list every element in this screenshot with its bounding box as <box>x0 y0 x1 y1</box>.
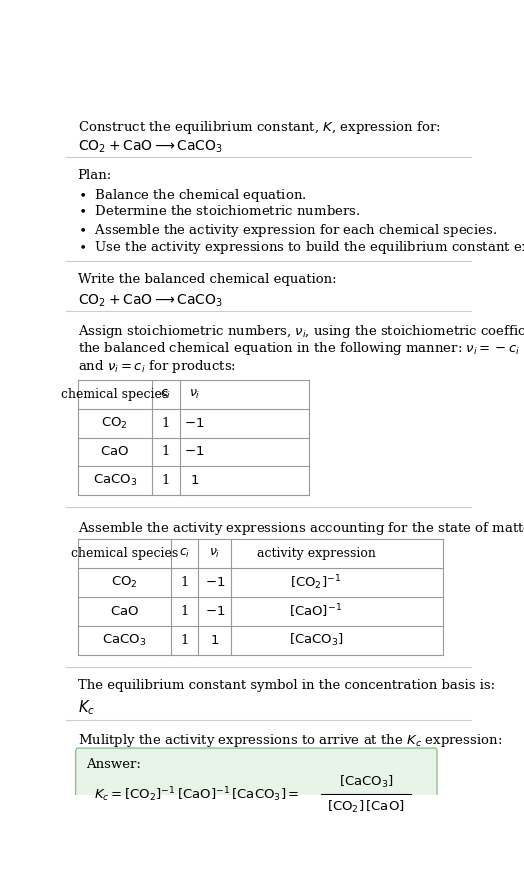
Text: $\nu_i$: $\nu_i$ <box>189 388 200 401</box>
Text: $K_c = [\mathrm{CO_2}]^{-1}\,[\mathrm{CaO}]^{-1}\,[\mathrm{CaCO_3}] = $: $K_c = [\mathrm{CO_2}]^{-1}\,[\mathrm{Ca… <box>94 785 299 804</box>
Text: $\mathrm{CO_2}$: $\mathrm{CO_2}$ <box>101 415 128 430</box>
Text: $-1$: $-1$ <box>184 446 205 458</box>
Text: $[\mathrm{CaCO_3}]$: $[\mathrm{CaCO_3}]$ <box>289 632 343 648</box>
Text: $-1$: $-1$ <box>204 576 225 589</box>
Text: 1: 1 <box>180 634 189 647</box>
Text: $-1$: $-1$ <box>184 417 205 430</box>
Text: Write the balanced chemical equation:: Write the balanced chemical equation: <box>78 273 336 286</box>
Text: chemical species: chemical species <box>71 547 178 560</box>
Text: and $\nu_i = c_i$ for products:: and $\nu_i = c_i$ for products: <box>78 358 236 375</box>
Text: 1: 1 <box>161 417 170 430</box>
Text: $1$: $1$ <box>190 474 199 488</box>
Text: $\mathrm{CaCO_3}$: $\mathrm{CaCO_3}$ <box>93 473 137 488</box>
Text: $\mathrm{CaCO_3}$: $\mathrm{CaCO_3}$ <box>102 633 146 647</box>
Text: Assign stoichiometric numbers, $\nu_i$, using the stoichiometric coefficients, $: Assign stoichiometric numbers, $\nu_i$, … <box>78 323 524 340</box>
Text: chemical species: chemical species <box>61 388 168 401</box>
Text: 1: 1 <box>180 605 189 618</box>
Text: Mulitply the activity expressions to arrive at the $K_c$ expression:: Mulitply the activity expressions to arr… <box>78 732 502 749</box>
Text: $-1$: $-1$ <box>204 605 225 618</box>
Text: Construct the equilibrium constant, $K$, expression for:: Construct the equilibrium constant, $K$,… <box>78 119 440 136</box>
Text: $\bullet$  Determine the stoichiometric numbers.: $\bullet$ Determine the stoichiometric n… <box>78 204 360 218</box>
Text: $\bullet$  Balance the chemical equation.: $\bullet$ Balance the chemical equation. <box>78 187 307 204</box>
Text: $[\mathrm{CaCO_3}]$: $[\mathrm{CaCO_3}]$ <box>339 773 394 789</box>
Text: 1: 1 <box>180 576 189 589</box>
Text: $c_i$: $c_i$ <box>179 547 190 560</box>
Text: $\mathrm{CO_2}$: $\mathrm{CO_2}$ <box>111 575 138 590</box>
Text: $\bullet$  Use the activity expressions to build the equilibrium constant expres: $\bullet$ Use the activity expressions t… <box>78 239 524 256</box>
Text: Answer:: Answer: <box>86 758 140 772</box>
Text: Assemble the activity expressions accounting for the state of matter and $\nu_i$: Assemble the activity expressions accoun… <box>78 520 524 537</box>
Text: $c_i$: $c_i$ <box>160 388 171 401</box>
Text: $[\mathrm{CaO}]^{-1}$: $[\mathrm{CaO}]^{-1}$ <box>289 603 343 620</box>
Text: $\nu_i$: $\nu_i$ <box>209 547 221 560</box>
Text: the balanced chemical equation in the following manner: $\nu_i = -c_i$ for react: the balanced chemical equation in the fo… <box>78 340 524 357</box>
FancyBboxPatch shape <box>75 748 437 823</box>
Text: $\bullet$  Assemble the activity expression for each chemical species.: $\bullet$ Assemble the activity expressi… <box>78 221 497 238</box>
Text: Plan:: Plan: <box>78 169 112 182</box>
Text: $\mathrm{CO_2 + CaO \longrightarrow CaCO_3}$: $\mathrm{CO_2 + CaO \longrightarrow CaCO… <box>78 293 223 309</box>
Text: The equilibrium constant symbol in the concentration basis is:: The equilibrium constant symbol in the c… <box>78 679 495 692</box>
Text: 1: 1 <box>161 446 170 458</box>
Text: 1: 1 <box>161 474 170 488</box>
Text: $\mathrm{CO_2 + CaO \longrightarrow CaCO_3}$: $\mathrm{CO_2 + CaO \longrightarrow CaCO… <box>78 138 223 154</box>
Text: $K_c$: $K_c$ <box>78 698 95 717</box>
Text: $[\mathrm{CO_2}]\,[\mathrm{CaO}]$: $[\mathrm{CO_2}]\,[\mathrm{CaO}]$ <box>327 798 405 814</box>
Text: $\mathrm{CaO}$: $\mathrm{CaO}$ <box>110 605 139 618</box>
Text: $[\mathrm{CO_2}]^{-1}$: $[\mathrm{CO_2}]^{-1}$ <box>290 573 342 592</box>
Text: $1$: $1$ <box>210 634 220 647</box>
Text: $\mathrm{CaO}$: $\mathrm{CaO}$ <box>100 446 129 458</box>
Text: activity expression: activity expression <box>257 547 375 560</box>
